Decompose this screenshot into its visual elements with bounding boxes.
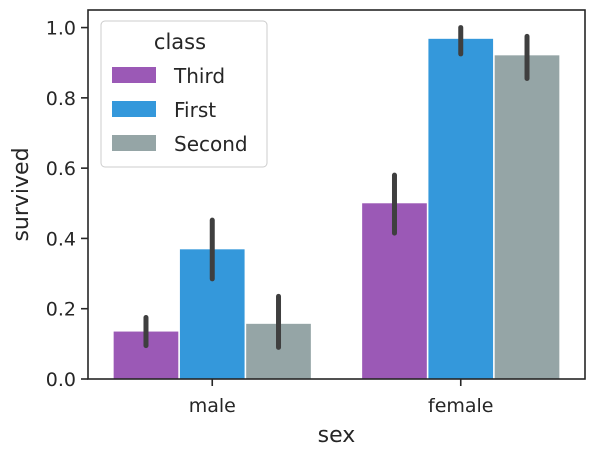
y-tick-label: 0.4 [46, 228, 76, 250]
error-bars-layer [143, 25, 530, 350]
y-axis-label: survived [9, 147, 34, 241]
legend-swatch-second [112, 135, 156, 151]
legend-swatch-third [112, 67, 156, 83]
legend: class Third First Second [100, 20, 268, 168]
legend-title: class [154, 30, 206, 54]
y-axis-ticks: 0.0 0.2 0.4 0.6 0.8 1.0 [46, 18, 88, 391]
legend-label-second: Second [174, 132, 248, 156]
plot-frame [87, 9, 586, 380]
y-tick-label: 0.8 [46, 88, 76, 110]
bar-first-female [428, 38, 494, 380]
x-axis-ticks: male female [189, 379, 494, 417]
legend-label-third: Third [173, 64, 225, 88]
bar-second-female [494, 55, 560, 379]
legend-swatch-first [112, 101, 156, 117]
legend-items: Third First Second [112, 64, 248, 156]
y-tick-label: 0.6 [46, 158, 76, 180]
x-tick-label-male: male [189, 395, 236, 417]
legend-label-first: First [174, 98, 216, 122]
y-tick-label: 1.0 [46, 18, 76, 40]
y-tick-label: 0.2 [46, 299, 76, 321]
y-tick-label: 0.0 [46, 369, 76, 391]
legend-box [100, 20, 268, 168]
x-axis-label: sex [318, 423, 356, 448]
x-tick-label-female: female [428, 395, 494, 417]
